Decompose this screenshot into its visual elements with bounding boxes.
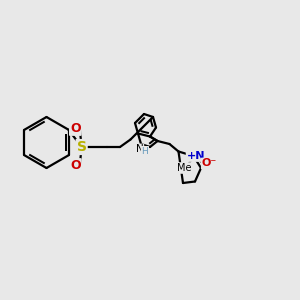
Text: +N: +N bbox=[187, 151, 205, 161]
Text: O: O bbox=[70, 122, 81, 135]
Text: H: H bbox=[142, 147, 148, 156]
Text: Me: Me bbox=[177, 163, 192, 173]
Text: S: S bbox=[76, 140, 87, 154]
Text: O⁻: O⁻ bbox=[202, 158, 217, 169]
Text: O: O bbox=[70, 159, 81, 172]
Text: N: N bbox=[136, 144, 143, 154]
